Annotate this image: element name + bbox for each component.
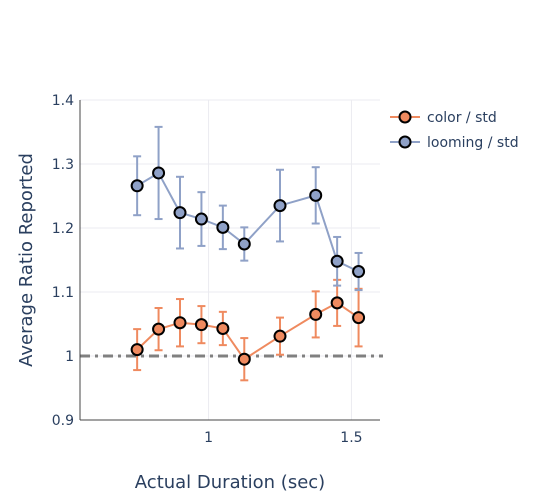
data-point	[352, 311, 366, 325]
legend-item-1[interactable]: color / std	[390, 110, 497, 126]
series-1	[130, 278, 366, 382]
y-tick-label: 1.4	[52, 93, 74, 109]
legend-marker	[398, 110, 412, 124]
data-point	[309, 307, 323, 321]
data-point	[216, 220, 230, 234]
series-line	[136, 301, 360, 361]
data-point	[173, 316, 187, 330]
data-point	[273, 329, 287, 343]
y-tick-label: 1.3	[52, 157, 74, 173]
legend-label: looming / std	[427, 135, 519, 151]
data-point	[130, 343, 144, 357]
data-point	[173, 206, 187, 220]
data-point	[152, 322, 166, 336]
y-axis-title: Average Ratio Reported	[16, 153, 37, 367]
x-tick-label: 1.5	[340, 430, 362, 446]
data-point	[194, 212, 208, 226]
x-tick-label: 1	[204, 430, 213, 446]
legend[interactable]: color / std looming / std	[390, 110, 519, 151]
data-point	[309, 188, 323, 202]
data-point	[330, 296, 344, 310]
y-tick-label: 0.9	[52, 413, 74, 429]
data-point	[237, 237, 251, 251]
data-point	[330, 254, 344, 268]
data-point	[352, 265, 366, 279]
data-point	[130, 179, 144, 193]
legend-item-2[interactable]: looming / std	[390, 135, 519, 151]
series-2	[130, 125, 366, 292]
data-point	[152, 166, 166, 180]
axes: 0.9 1 1.1 1.2 1.3 1.4 1 1.5	[52, 93, 380, 446]
legend-label: color / std	[427, 110, 497, 126]
data-point	[216, 321, 230, 335]
data-point	[273, 199, 287, 213]
data-point	[237, 352, 251, 366]
legend-marker	[398, 135, 412, 149]
y-tick-label: 1.1	[52, 285, 74, 301]
series-line	[136, 171, 360, 273]
y-tick-label: 1.2	[52, 221, 74, 237]
y-tick-label: 1	[65, 349, 74, 365]
x-axis-title: Actual Duration (sec)	[135, 472, 325, 493]
data-point	[194, 318, 208, 332]
series-layer	[130, 125, 366, 382]
